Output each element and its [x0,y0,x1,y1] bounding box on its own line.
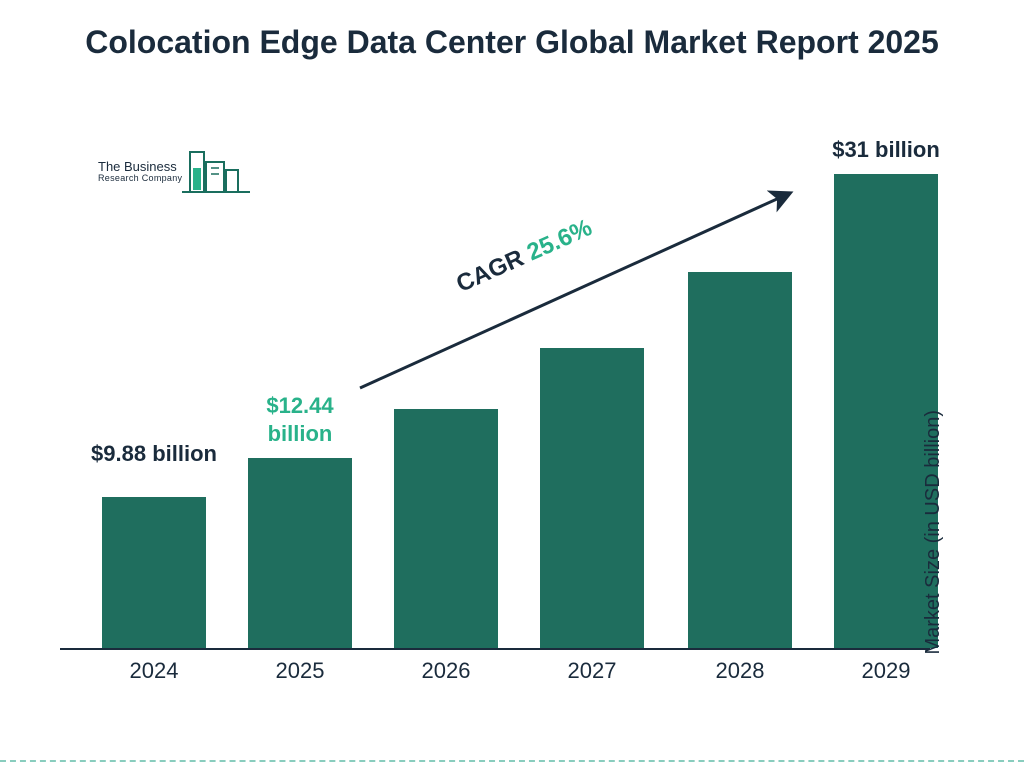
x-tick-2028: 2028 [716,658,765,684]
x-tick-2026: 2026 [422,658,471,684]
bar-chart: 202420252026202720282029$9.88 billion$12… [60,130,930,690]
x-tick-2025: 2025 [276,658,325,684]
x-tick-2024: 2024 [130,658,179,684]
y-axis-label: Market Size (in USD billion) [923,410,946,655]
chart-title: Colocation Edge Data Center Global Marke… [0,0,1024,72]
x-tick-2029: 2029 [862,658,911,684]
cagr-arrow [60,130,930,650]
x-tick-2027: 2027 [568,658,617,684]
bottom-dashed-line [0,760,1024,762]
